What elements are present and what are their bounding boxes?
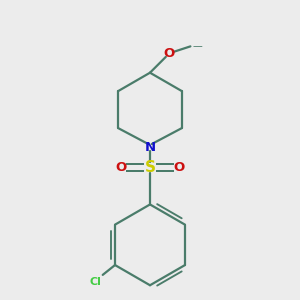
Text: Cl: Cl bbox=[90, 277, 102, 287]
Text: S: S bbox=[145, 160, 155, 175]
Text: —: — bbox=[193, 41, 202, 51]
Text: O: O bbox=[115, 161, 127, 174]
Text: O: O bbox=[164, 47, 175, 60]
Text: O: O bbox=[173, 161, 185, 174]
Text: N: N bbox=[144, 141, 156, 154]
